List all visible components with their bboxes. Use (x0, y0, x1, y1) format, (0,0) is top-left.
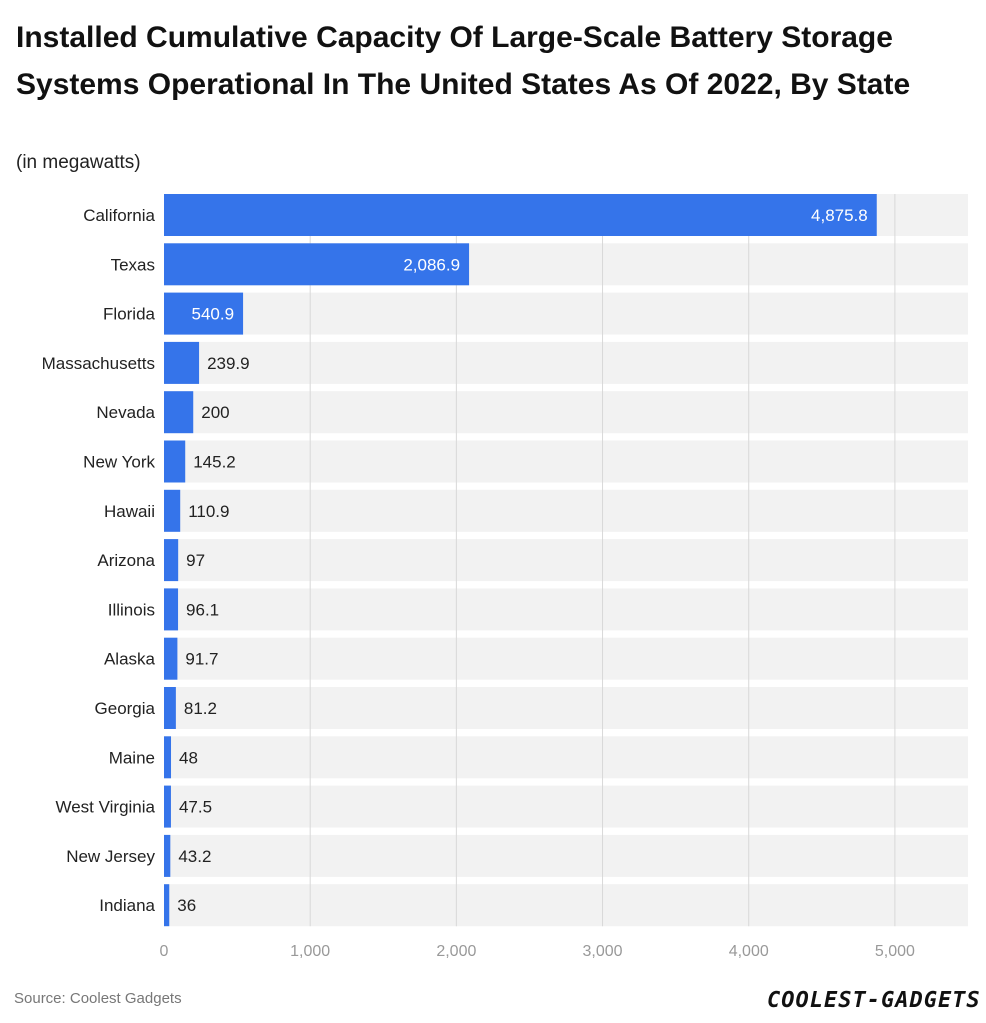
chart-title: Installed Cumulative Capacity Of Large-S… (16, 21, 911, 101)
x-tick-label: 5,000 (875, 943, 915, 960)
value-label: 145.2 (193, 453, 236, 472)
bar (164, 489, 181, 532)
x-tick-label: 4,000 (729, 943, 769, 960)
bar-track (164, 637, 968, 680)
bar (164, 391, 194, 434)
bar-track (164, 834, 968, 877)
bar (164, 736, 172, 779)
x-tick-label: 0 (160, 943, 169, 960)
bar-track (164, 736, 968, 779)
category-label: Nevada (96, 403, 155, 422)
value-label: 81.2 (184, 699, 217, 718)
bar (164, 440, 186, 483)
value-label: 540.9 (192, 305, 235, 324)
bar (164, 243, 470, 286)
category-label: Hawaii (104, 502, 155, 521)
bar-track (164, 687, 968, 729)
bar (164, 341, 200, 384)
bar (164, 687, 176, 729)
category-label: Massachusetts (42, 354, 155, 373)
category-label: New Jersey (66, 847, 155, 866)
category-label: Illinois (108, 600, 155, 619)
value-label: 200 (201, 403, 229, 422)
category-label: California (83, 206, 155, 225)
bar-track (164, 489, 968, 532)
category-label: New York (83, 453, 155, 472)
chart-subtitle: (in megawatts) (16, 152, 141, 173)
bar (164, 292, 244, 335)
value-label: 110.9 (188, 502, 229, 521)
bar-track (164, 785, 968, 828)
bar-track (164, 884, 968, 927)
bar-track (164, 588, 968, 631)
bar-track (164, 539, 968, 582)
value-label: 48 (179, 748, 198, 767)
source-note: Source: Coolest Gadgets (14, 990, 182, 1007)
value-label: 97 (186, 551, 205, 570)
bar (164, 834, 171, 877)
bar-track (164, 341, 968, 384)
bar (164, 637, 178, 680)
value-label: 2,086.9 (403, 255, 460, 274)
category-label: Texas (111, 255, 155, 274)
value-label: 239.9 (207, 354, 250, 373)
value-label: 43.2 (178, 847, 211, 866)
category-label: Arizona (97, 551, 155, 570)
coolest-gadgets-logo: COOLEST-GADGETS (767, 988, 981, 1013)
bar-track (164, 391, 968, 434)
bar (164, 194, 877, 236)
bar-track (164, 440, 968, 483)
bar (164, 785, 171, 828)
value-label: 96.1 (186, 600, 219, 619)
bar-track (164, 292, 968, 335)
x-tick-label: 1,000 (290, 943, 330, 960)
bar (164, 884, 170, 927)
category-label: Indiana (99, 896, 155, 915)
category-label: Alaska (104, 650, 156, 669)
value-label: 47.5 (179, 798, 212, 817)
value-label: 91.7 (185, 650, 218, 669)
category-label: Florida (103, 305, 156, 324)
x-tick-label: 2,000 (436, 943, 476, 960)
bar (164, 539, 179, 582)
category-label: West Virginia (55, 798, 155, 817)
value-label: 4,875.8 (811, 206, 868, 225)
x-tick-label: 3,000 (583, 943, 623, 960)
value-label: 36 (177, 896, 196, 915)
category-label: Georgia (95, 699, 156, 718)
bar (164, 588, 179, 631)
category-label: Maine (109, 748, 155, 767)
